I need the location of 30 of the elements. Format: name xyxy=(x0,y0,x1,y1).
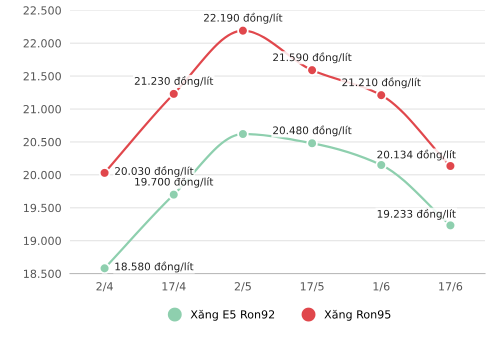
legend-label: Xăng Ron95 xyxy=(324,310,390,321)
data-label: 19.700 đồng/lít xyxy=(135,176,214,188)
data-label: 20.134 đồng/lít xyxy=(377,150,456,160)
y-tick-label: 22.500 xyxy=(24,6,61,15)
y-tick-label: 20.500 xyxy=(24,138,61,146)
y-tick-label: 18.500 xyxy=(24,270,61,278)
x-tick-label: 17/6 xyxy=(439,282,462,292)
y-tick-label: 21.500 xyxy=(24,72,61,80)
x-tick-label: 1/6 xyxy=(374,282,390,292)
x-tick-label: 2/4 xyxy=(96,282,113,292)
y-tick-label: 20.000 xyxy=(24,170,61,180)
y-tick-label: 22.000 xyxy=(24,39,61,48)
y-tick-label: 21.000 xyxy=(24,104,61,114)
y-tick-label: 19.500 xyxy=(24,204,61,212)
point xyxy=(168,88,180,100)
data-label: 21.210 đồng/lít xyxy=(342,77,421,88)
legend-label: Xăng E5 Ron92 xyxy=(190,310,274,321)
point xyxy=(168,188,180,200)
data-label: 21.590 đồng/lít xyxy=(273,52,352,64)
point xyxy=(306,138,318,149)
y-tick-label: 19.000 xyxy=(24,236,61,246)
data-label: 20.030 đồng/lít xyxy=(115,166,194,177)
data-label: 18.580 đồng/lít xyxy=(115,261,194,272)
data-label: 19.233 đồng/lít xyxy=(378,208,456,220)
x-tick-label: 2/5 xyxy=(234,282,251,292)
x-tick-label: 17/4 xyxy=(162,282,186,292)
data-label: 22.190 đồng/lít xyxy=(204,12,282,24)
data-label: 21.230 đồng/lít xyxy=(134,76,214,87)
x-tick-label: 17/5 xyxy=(300,282,324,292)
data-label: 20.480 đồng/lít xyxy=(273,125,352,136)
